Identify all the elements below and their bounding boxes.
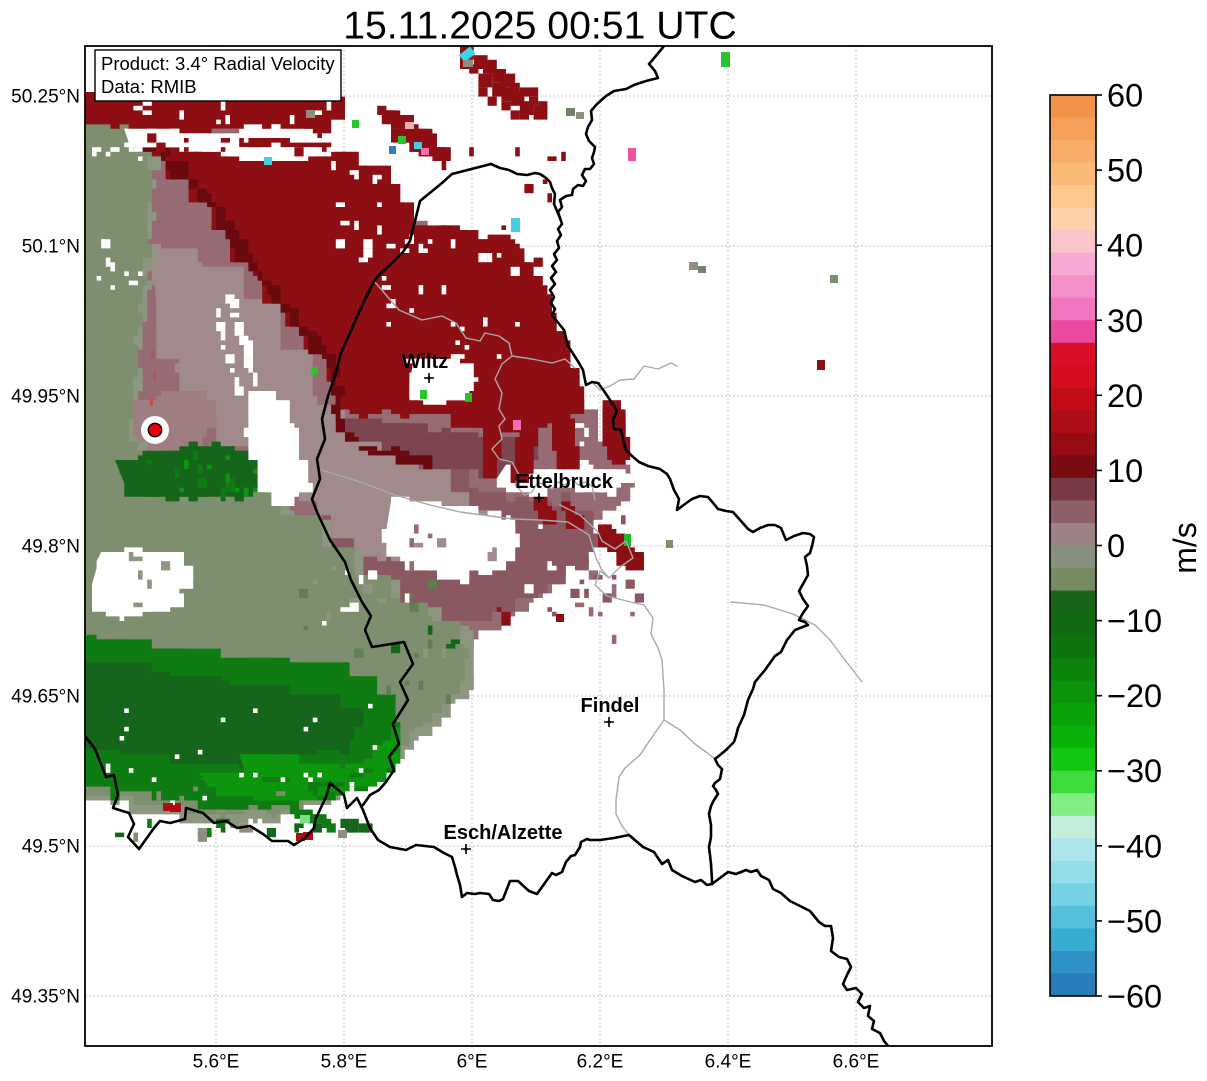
svg-text:Esch/Alzette: Esch/Alzette — [444, 822, 563, 844]
svg-text:15.11.2025 00:51 UTC: 15.11.2025 00:51 UTC — [343, 5, 737, 48]
svg-text:Data: RMIB: Data: RMIB — [101, 76, 197, 97]
svg-text:Ettelbruck: Ettelbruck — [515, 471, 614, 493]
svg-text:−60: −60 — [1107, 979, 1162, 1015]
svg-text:6.4°E: 6.4°E — [705, 1052, 752, 1073]
svg-text:49.65°N: 49.65°N — [11, 687, 80, 708]
svg-text:50.1°N: 50.1°N — [22, 237, 80, 258]
svg-text:20: 20 — [1107, 378, 1143, 414]
svg-text:m/s: m/s — [1167, 522, 1203, 574]
svg-text:50.25°N: 50.25°N — [11, 87, 80, 108]
svg-text:49.5°N: 49.5°N — [22, 837, 80, 858]
svg-text:Findel: Findel — [581, 695, 640, 717]
svg-text:6.6°E: 6.6°E — [833, 1052, 880, 1073]
svg-text:−40: −40 — [1107, 828, 1162, 864]
svg-text:Product: 3.4° Radial Velocity: Product: 3.4° Radial Velocity — [101, 53, 335, 74]
svg-text:6°E: 6°E — [457, 1052, 488, 1073]
svg-text:60: 60 — [1107, 78, 1143, 114]
svg-text:49.8°N: 49.8°N — [22, 537, 80, 558]
svg-text:6.2°E: 6.2°E — [577, 1052, 624, 1073]
svg-text:40: 40 — [1107, 228, 1143, 264]
svg-text:−30: −30 — [1107, 753, 1162, 789]
svg-text:0: 0 — [1107, 528, 1125, 564]
svg-text:−50: −50 — [1107, 903, 1162, 939]
svg-text:49.95°N: 49.95°N — [11, 387, 80, 408]
svg-text:Wiltz: Wiltz — [402, 351, 448, 373]
svg-text:10: 10 — [1107, 453, 1143, 489]
svg-text:50: 50 — [1107, 153, 1143, 189]
svg-text:5.8°E: 5.8°E — [321, 1052, 368, 1073]
svg-text:−10: −10 — [1107, 603, 1162, 639]
svg-text:5.6°E: 5.6°E — [193, 1052, 240, 1073]
svg-text:30: 30 — [1107, 303, 1143, 339]
svg-text:−20: −20 — [1107, 678, 1162, 714]
svg-text:49.35°N: 49.35°N — [11, 987, 80, 1008]
